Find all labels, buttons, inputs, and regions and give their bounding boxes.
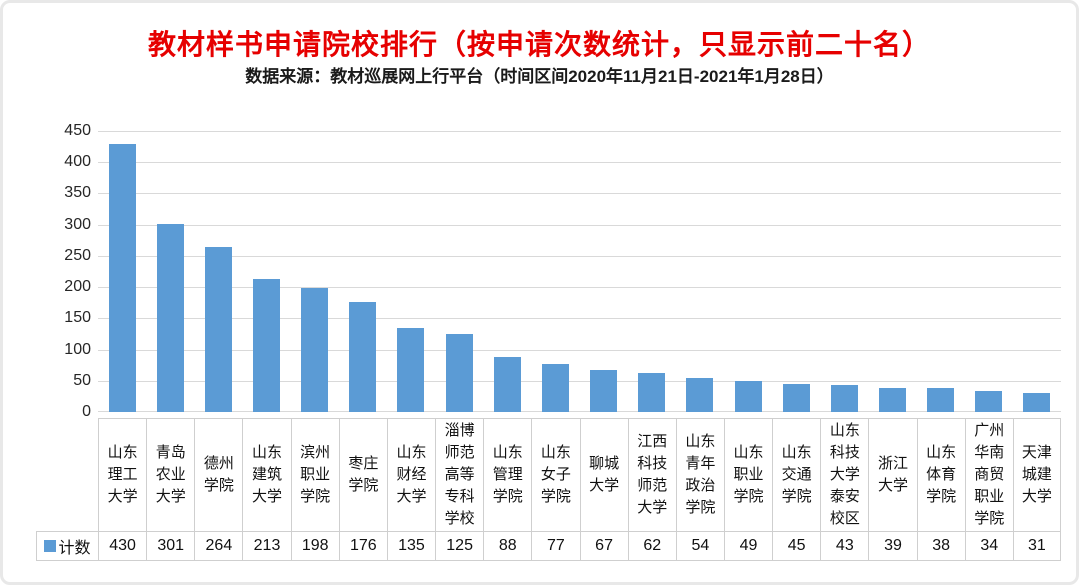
category-label: 山东 科技 大学 泰安 校区 xyxy=(820,418,869,531)
category-label: 山东 青年 政治 学院 xyxy=(675,418,724,531)
bar-山东女子学院 xyxy=(541,363,569,412)
value-cell: 176 xyxy=(338,531,387,561)
value-cell: 43 xyxy=(820,531,869,561)
category-label: 山东 管理 学院 xyxy=(483,418,532,531)
bar-山东理工大学 xyxy=(108,143,136,412)
bar-淄博师范高等专科学校 xyxy=(445,333,473,412)
gridline xyxy=(98,256,1061,257)
gridline xyxy=(98,411,1061,412)
bar-枣庄学院 xyxy=(349,302,377,412)
category-label: 浙江 大学 xyxy=(868,418,917,531)
category-label: 山东 理工 大学 xyxy=(98,418,147,531)
y-tick-label: 250 xyxy=(64,246,91,264)
category-label: 枣庄 学院 xyxy=(338,418,387,531)
gridline xyxy=(98,381,1061,382)
chart-title: 教材样书申请院校排行（按申请次数统计，只显示前二十名） xyxy=(147,29,931,60)
category-label: 德州 学院 xyxy=(194,418,243,531)
category-label: 天津 城建 大学 xyxy=(1012,418,1061,531)
bar-广州华南商贸职业学院 xyxy=(975,390,1003,412)
category-label: 青岛 农业 大学 xyxy=(146,418,195,531)
value-cell: 264 xyxy=(194,531,243,561)
gridline xyxy=(98,131,1061,132)
bar-天津城建大学 xyxy=(1023,392,1051,412)
bar-山东交通学院 xyxy=(782,383,810,412)
bar-山东财经大学 xyxy=(397,327,425,412)
category-label: 山东 女子 学院 xyxy=(531,418,580,531)
legend: 计数 xyxy=(36,531,98,561)
bar-浙江大学 xyxy=(878,387,906,412)
gridline xyxy=(98,225,1061,226)
y-tick-label: 0 xyxy=(82,403,91,420)
value-cell: 88 xyxy=(483,531,532,561)
chart-subtitle: 数据来源：教材巡展网上行平台（时间区间2020年11月21日-2021年1月28… xyxy=(245,67,834,86)
gridline xyxy=(98,350,1061,351)
value-cell: 45 xyxy=(772,531,821,561)
value-cell: 67 xyxy=(579,531,628,561)
y-tick-label: 150 xyxy=(64,309,91,327)
y-tick-label: 100 xyxy=(64,340,91,358)
y-tick-label: 200 xyxy=(64,278,91,296)
value-cell: 38 xyxy=(916,531,965,561)
legend-color-swatch xyxy=(44,540,57,552)
category-label: 广州 华南 商贸 职业 学院 xyxy=(964,418,1013,531)
y-axis: 0 50 100 150 200 250 300 350 400 450 xyxy=(3,122,91,420)
value-cell: 301 xyxy=(146,531,195,561)
value-cell: 430 xyxy=(98,531,147,561)
value-cell: 213 xyxy=(242,531,291,561)
gridline xyxy=(98,318,1061,319)
gridline xyxy=(98,287,1061,288)
y-tick-label: 400 xyxy=(64,153,91,171)
category-label: 山东 交通 学院 xyxy=(772,418,821,531)
category-label: 山东 建筑 大学 xyxy=(242,418,291,531)
category-label: 江西 科技 师范 大学 xyxy=(627,418,676,531)
value-cell: 125 xyxy=(435,531,484,561)
y-tick-label: 50 xyxy=(73,371,91,389)
bar-滨州职业学院 xyxy=(301,288,329,412)
value-cell: 34 xyxy=(964,531,1013,561)
category-label: 山东 财经 大学 xyxy=(386,418,436,531)
bar-山东体育学院 xyxy=(927,388,955,412)
bar-青岛农业大学 xyxy=(156,224,184,412)
category-label: 淄博 师范 高等 专科 学校 xyxy=(435,418,484,531)
category-label: 山东 体育 学院 xyxy=(916,418,965,531)
value-cell: 49 xyxy=(723,531,773,561)
gridline xyxy=(98,193,1061,194)
category-label: 滨州 职业 学院 xyxy=(290,418,339,531)
bar-山东科技大学泰安校区 xyxy=(830,385,858,412)
bar-山东职业学院 xyxy=(734,381,762,412)
y-tick-label: 350 xyxy=(64,184,91,202)
data-table: 计数 山东 理工 大学 青岛 农业 大学 德州 学院 山东 建筑 大学 滨州 职业 学院… xyxy=(36,418,1061,561)
value-cell: 54 xyxy=(675,531,724,561)
value-cell: 198 xyxy=(290,531,339,561)
bar-江西科技师范大学 xyxy=(638,373,666,412)
value-cell: 135 xyxy=(386,531,436,561)
category-label: 山东 职业 学院 xyxy=(723,418,773,531)
bar-聊城大学 xyxy=(590,370,618,412)
y-tick-label: 450 xyxy=(64,122,91,139)
value-cell: 31 xyxy=(1012,531,1061,561)
value-cell: 62 xyxy=(627,531,676,561)
value-cell: 77 xyxy=(531,531,580,561)
category-label: 聊城 大学 xyxy=(579,418,628,531)
plot-area xyxy=(98,131,1061,412)
gridline xyxy=(98,162,1061,163)
bar-德州学院 xyxy=(204,247,232,412)
y-tick-label: 300 xyxy=(64,215,91,233)
bar-山东青年政治学院 xyxy=(686,378,714,412)
legend-label: 计数 xyxy=(58,540,91,557)
bar-山东管理学院 xyxy=(493,357,521,412)
value-cell: 39 xyxy=(868,531,917,561)
bar-山东建筑大学 xyxy=(253,279,281,412)
